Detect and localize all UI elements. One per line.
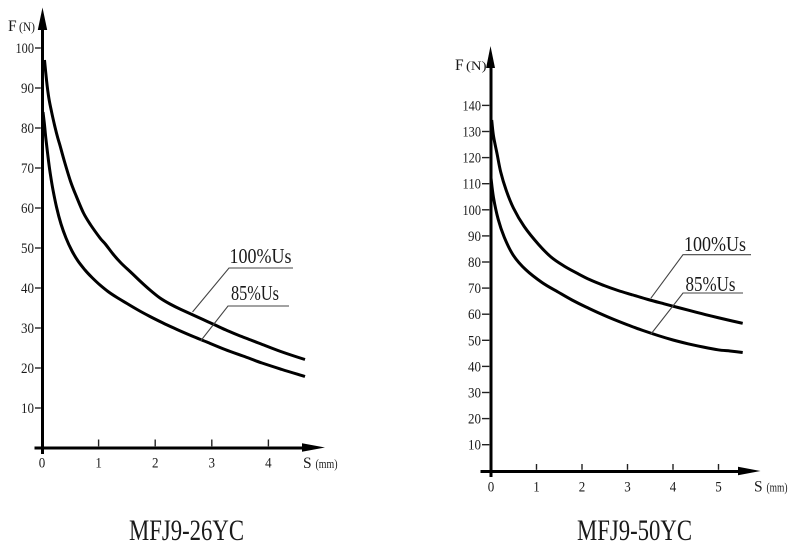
svg-text:2: 2	[152, 456, 159, 472]
svg-text:100: 100	[16, 41, 35, 57]
svg-text:100: 100	[463, 203, 482, 219]
svg-text:4: 4	[265, 456, 272, 472]
svg-text:1: 1	[533, 480, 540, 496]
svg-text:20: 20	[468, 412, 481, 428]
svg-text:3: 3	[624, 480, 631, 496]
svg-text:0: 0	[39, 456, 46, 472]
svg-text:30: 30	[21, 321, 34, 337]
svg-text:S: S	[303, 455, 312, 472]
svg-text:40: 40	[21, 281, 34, 297]
svg-text:50: 50	[21, 241, 34, 257]
svg-text:85%Us: 85%Us	[686, 272, 736, 296]
svg-text:40: 40	[468, 359, 481, 375]
svg-text:110: 110	[463, 177, 482, 193]
svg-text:MFJ9-26YC: MFJ9-26YC	[129, 514, 244, 547]
svg-text:90: 90	[468, 229, 481, 245]
svg-text:(N): (N)	[466, 58, 487, 73]
svg-text:(mm): (mm)	[767, 480, 788, 495]
svg-text:140: 140	[463, 98, 482, 114]
svg-text:30: 30	[468, 386, 481, 402]
svg-text:0: 0	[488, 480, 495, 496]
svg-text:60: 60	[21, 201, 34, 217]
svg-text:F: F	[455, 57, 464, 74]
svg-text:70: 70	[468, 281, 481, 297]
svg-text:(N): (N)	[19, 19, 35, 34]
svg-text:130: 130	[463, 125, 482, 141]
svg-text:(mm): (mm)	[316, 456, 338, 471]
svg-text:4: 4	[670, 480, 677, 496]
svg-text:3: 3	[209, 456, 216, 472]
svg-text:S: S	[754, 479, 763, 496]
svg-text:1: 1	[95, 456, 102, 472]
svg-text:90: 90	[21, 81, 34, 97]
svg-text:10: 10	[21, 401, 34, 417]
svg-text:60: 60	[468, 307, 481, 323]
svg-text:50: 50	[468, 333, 481, 349]
svg-text:20: 20	[21, 361, 34, 377]
svg-text:80: 80	[21, 121, 34, 137]
svg-text:5: 5	[715, 480, 722, 496]
svg-text:10: 10	[468, 438, 481, 454]
svg-text:80: 80	[468, 255, 481, 271]
svg-text:2: 2	[579, 480, 586, 496]
svg-text:85%Us: 85%Us	[231, 281, 279, 305]
svg-text:MFJ9-50YC: MFJ9-50YC	[577, 514, 692, 547]
svg-text:70: 70	[21, 161, 34, 177]
svg-text:100%Us: 100%Us	[684, 232, 746, 256]
svg-text:120: 120	[463, 151, 482, 167]
svg-text:100%Us: 100%Us	[230, 244, 292, 268]
svg-text:F: F	[8, 18, 17, 35]
